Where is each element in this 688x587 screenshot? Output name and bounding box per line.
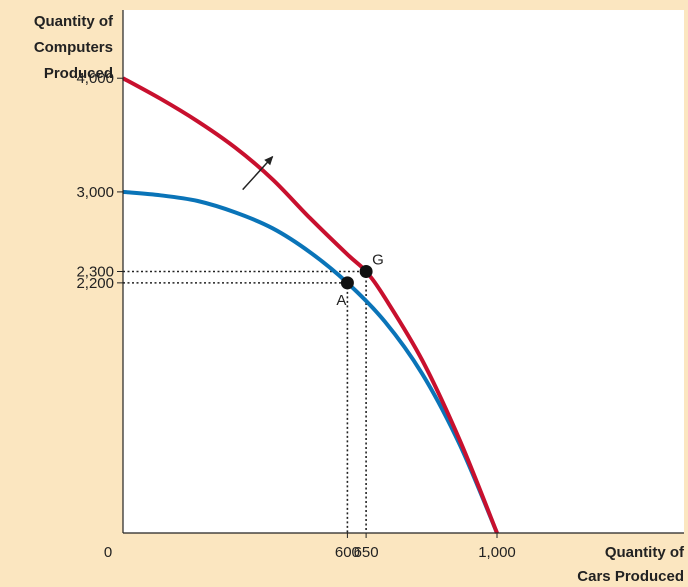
y-axis-title-line-2: Computers bbox=[34, 39, 113, 56]
point-g bbox=[359, 265, 373, 278]
y-axis-title-line-3: Produced bbox=[44, 65, 113, 82]
point-a bbox=[340, 276, 354, 290]
plot-area bbox=[123, 10, 684, 533]
shifted-ppf-curve bbox=[122, 76, 499, 534]
x-tick-label-1000: 1,000 bbox=[478, 544, 516, 561]
y-tick-label-3000: 3,000 bbox=[76, 184, 114, 201]
y-tick-label-2300: 2,300 bbox=[76, 264, 114, 281]
shift-arrow bbox=[242, 155, 274, 191]
x-axis-title-line-2: Cars Produced bbox=[577, 568, 684, 585]
y-axis-title-line-1: Quantity of bbox=[34, 13, 114, 30]
x-tick-label-600: 600 bbox=[335, 544, 360, 561]
point-label-a: A bbox=[336, 292, 346, 309]
y-tick-label-2200: 2,200 bbox=[76, 275, 114, 292]
x-axis-title-line-1: Quantity of bbox=[605, 544, 685, 561]
original-ppf-curve bbox=[122, 189, 499, 534]
y-tick-label-4000: 4,000 bbox=[76, 70, 114, 87]
origin-label: 0 bbox=[104, 544, 112, 561]
point-label-g: G bbox=[372, 252, 384, 269]
x-tick-label-650: 650 bbox=[354, 544, 379, 561]
